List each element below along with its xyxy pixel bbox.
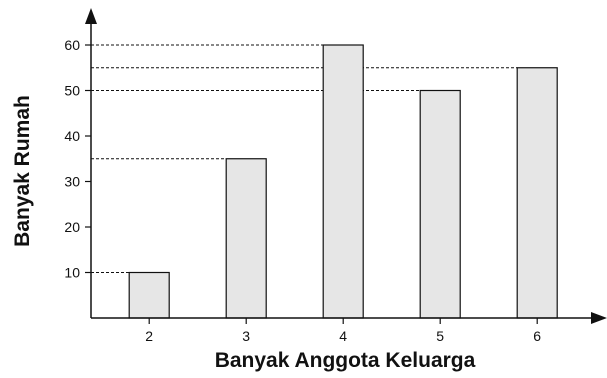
x-axis-title: Banyak Anggota Keluarga (215, 349, 476, 372)
bar (516, 67, 558, 319)
y-axis-title: Banyak Rumah (11, 95, 34, 247)
x-tick-label: 2 (145, 328, 153, 344)
y-axis-arrow (85, 8, 97, 24)
x-tick-label: 6 (533, 328, 541, 344)
y-tick-label: 60 (64, 37, 80, 53)
x-axis-arrow (591, 312, 607, 324)
x-ticks: 2 3 4 5 6 (145, 318, 541, 344)
bar (225, 158, 267, 319)
y-tick-label: 50 (64, 83, 80, 99)
x-tick-label: 3 (242, 328, 250, 344)
y-tick-label: 40 (64, 128, 80, 144)
reference-lines (91, 44, 518, 273)
axes (85, 8, 607, 324)
bars (128, 44, 558, 319)
bar (419, 89, 461, 319)
y-tick-label: 30 (64, 174, 80, 190)
bar (322, 44, 364, 319)
y-tick-label: 20 (64, 219, 80, 235)
y-tick-label: 10 (64, 265, 80, 281)
x-tick-label: 5 (436, 328, 444, 344)
x-tick-label: 4 (339, 328, 347, 344)
y-ticks: 10 20 30 40 50 60 (64, 37, 91, 281)
bar (128, 271, 170, 319)
